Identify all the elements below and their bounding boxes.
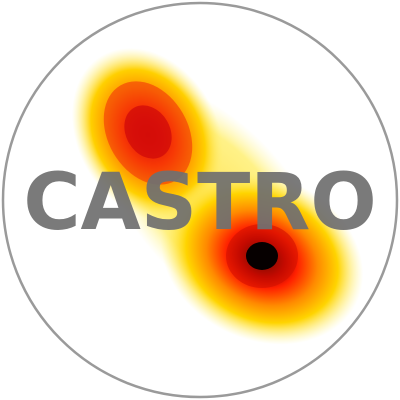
heat-plume [71, 47, 364, 345]
logo-wordmark: CASTRO [23, 158, 377, 248]
